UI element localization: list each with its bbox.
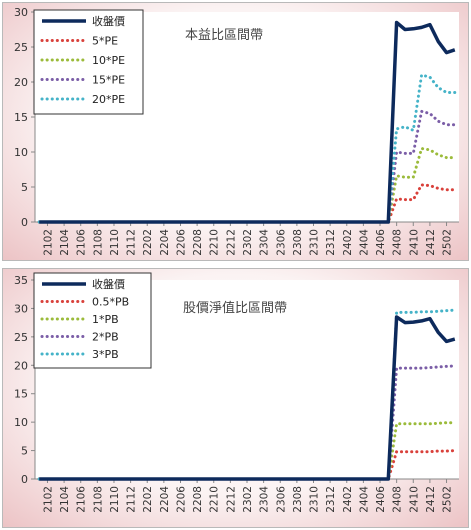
chart-1-legend-label-1: 收盤價 [92,14,125,28]
chart-1-y-tick-label: 25 [14,41,28,54]
chart-1-legend-label-4: 15*PE [92,74,125,87]
chart-1-legend-box [33,9,144,115]
chart-1-x-tick-label: 2208 [192,229,204,256]
chart-2-x-tick-label: 2312 [325,486,337,513]
chart-1-x-tick-label: 2312 [325,229,337,256]
chart-2-x-tick-label: 2406 [375,486,387,513]
chart-1-x-tick-label: 2412 [425,229,437,256]
chart-2-x-tick-label: 2310 [309,486,321,513]
pe-band-chart: 0 5 10 15 20 25 30 2102 2104 2106 2108 2110 2112 2202… [2,2,469,261]
chart-2-x-tick-label: 2104 [59,486,71,513]
chart-2-legend-label-4: 2*PB [92,331,119,344]
chart-2-x-tick-label: 2306 [275,486,287,513]
chart-1-x-tick-label: 2212 [225,229,237,256]
chart-1-x-tick-label: 2308 [292,229,304,256]
chart-1-x-tick-label: 2304 [259,229,271,256]
chart-2-x-tick-label: 2308 [292,486,304,513]
chart-1-x-tick-label: 2406 [375,229,387,256]
chart-1-x-tick-label: 2106 [76,229,88,256]
chart-1-x-tick-label: 2404 [358,229,370,256]
chart-2-y-tick-label: 30 [14,302,28,315]
chart-2-legend-label-1: 收盤價 [92,277,125,291]
chart-2-x-tick-label: 2210 [209,486,221,513]
chart-1-x-tick-label: 2402 [342,229,354,256]
chart-1-title: 本益比區間帶 [185,28,263,43]
chart-1-y-tick-label: 0 [21,216,28,229]
chart-2-x-tick-label: 2106 [76,486,88,513]
chart-2-y-tick-label: 5 [21,445,28,458]
chart-2-legend-label-3: 1*PB [92,313,119,326]
chart-2-x-tick-label: 2110 [109,486,121,513]
chart-2-y-tick-label: 35 [14,274,28,287]
chart-1-y-tick-label: 15 [14,111,28,124]
chart-2-series-line-1 [39,315,456,481]
chart-2-x-tick-label: 2108 [92,486,104,513]
chart-1-x-tick-label: 2410 [408,229,420,256]
chart-1-y-tick-label: 10 [14,146,28,159]
chart-2-x-tick-label: 2404 [358,486,370,513]
chart-2-x-tick-label: 2302 [242,486,254,513]
pe-band-chart-svg: 0 5 10 15 20 25 30 2102 2104 2106 2108 2110 2112 2202… [14,6,459,256]
chart-2-x-tick-label: 2206 [175,486,187,513]
chart-1-y-tick-label: 30 [14,6,28,19]
chart-2-x-tick-label: 2502 [442,486,454,513]
chart-2-x-tick-label: 2410 [408,486,420,513]
pb-band-chart-svg: 0 5 10 15 20 25 30 35 2102 2104 2106 2108 2110 2112 22… [14,272,459,513]
chart-1-legend-label-3: 10*PE [92,54,125,67]
chart-1-x-tick-label: 2206 [175,229,187,256]
chart-1-x-tick-label: 2204 [159,229,171,256]
chart-2-y-tick-label: 0 [21,473,28,486]
chart-2-legend-label-5: 3*PB [92,348,119,361]
chart-2-y-tick-label: 15 [14,388,28,401]
chart-1-x-tick-label: 2112 [126,229,138,256]
chart-2-x-tick-label: 2408 [392,486,404,513]
chart-2-x-tick-label: 2402 [342,486,354,513]
chart-2-x-tick-label: 2208 [192,486,204,513]
chart-2-x-tick-label: 2212 [225,486,237,513]
chart-2-legend-label-2: 0.5*PB [92,296,129,309]
chart-2-x-tick-label: 2202 [142,486,154,513]
chart-1-x-tick-label: 2108 [92,229,104,256]
chart-1-x-tick-label: 2104 [59,229,71,256]
chart-2-x-tick-label: 2304 [259,486,271,513]
chart-2-title: 股價淨值比區間帶 [183,300,287,316]
pb-band-chart: 0 5 10 15 20 25 30 35 2102 2104 2106 2108 2110 2112 22… [2,268,469,528]
chart-1-x-tick-label: 2310 [309,229,321,256]
chart-1-y-tick-label: 5 [21,181,28,194]
chart-1-x-tick-label: 2502 [442,229,454,256]
chart-1-x-tick-label: 2202 [142,229,154,256]
chart-2-y-tick-label: 10 [14,416,28,429]
chart-1-x-tick-label: 2110 [109,229,121,256]
chart-1-legend-label-5: 20*PE [92,93,125,106]
chart-1-x-tick-label: 2408 [392,229,404,256]
chart-2-x-tick-label: 2204 [159,486,171,513]
chart-1-x-tick-label: 2302 [242,229,254,256]
chart-1-series-line-1 [39,20,456,224]
chart-2-x-tick-label: 2102 [42,486,54,513]
chart-1-legend-label-2: 5*PE [92,35,118,48]
chart-1-x-tick-label: 2102 [42,229,54,256]
chart-2-x-tick-label: 2112 [126,486,138,513]
chart-2-y-tick-label: 25 [14,331,28,344]
chart-2-x-tick-label: 2412 [425,486,437,513]
chart-1-y-tick-label: 20 [14,76,28,89]
chart-2-y-tick-label: 20 [14,359,28,372]
chart-2-legend-box [33,272,152,369]
chart-1-x-tick-label: 2210 [209,229,221,256]
chart-1-x-tick-label: 2306 [275,229,287,256]
